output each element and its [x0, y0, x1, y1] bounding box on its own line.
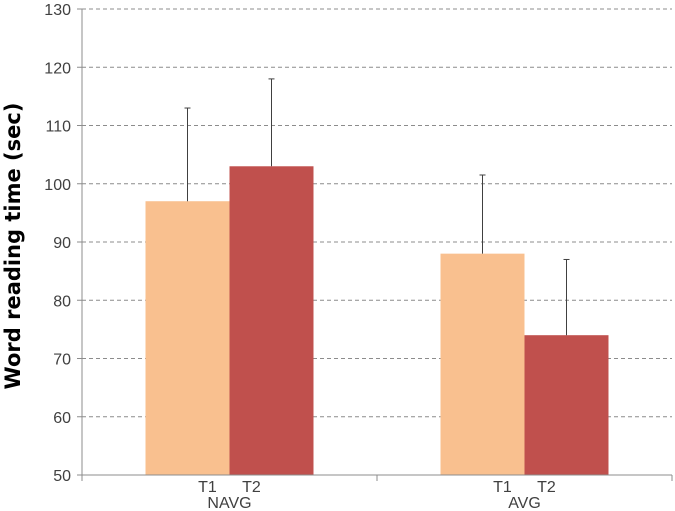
series-label-avg-t1: T1 — [493, 479, 512, 496]
y-axis-title: Word reading time (sec) — [1, 103, 25, 390]
y-tick-label-120: 120 — [44, 60, 71, 77]
category-label-navg: NAVG — [207, 495, 251, 511]
y-tick-label-50: 50 — [53, 468, 71, 485]
y-tick-label-130: 130 — [44, 2, 71, 19]
series-label-navg-t2: T2 — [242, 479, 261, 496]
series-label-navg-t1: T1 — [198, 479, 217, 496]
series-label-avg-t2: T2 — [537, 479, 556, 496]
bar-navg-t2 — [229, 166, 314, 475]
y-tick-label-90: 90 — [53, 235, 71, 252]
bars — [145, 166, 609, 475]
bar-navg-t1 — [145, 201, 230, 475]
axes — [77, 8, 673, 481]
y-tick-label-100: 100 — [44, 177, 71, 194]
error-bars — [184, 78, 570, 336]
y-tick-labels: 50 60 70 80 90 100 110 120 130 — [44, 2, 71, 485]
bar-avg-t1 — [440, 253, 525, 475]
bar-avg-t2 — [524, 335, 609, 475]
y-tick-label-110: 110 — [45, 119, 71, 136]
y-tick-label-60: 60 — [53, 410, 71, 427]
category-label-avg: AVG — [508, 495, 541, 511]
y-tick-label-80: 80 — [53, 293, 71, 310]
y-tick-label-70: 70 — [53, 352, 71, 369]
